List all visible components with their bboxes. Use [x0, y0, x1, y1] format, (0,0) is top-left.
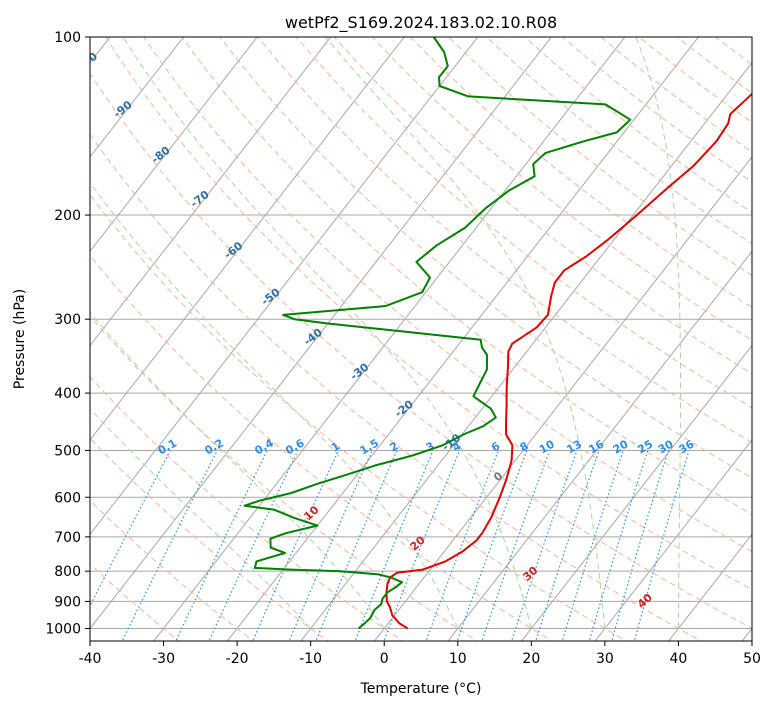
x-tick-label: -20 — [226, 651, 249, 667]
x-tick-label: 20 — [522, 651, 540, 667]
x-tick-label: 10 — [449, 651, 467, 667]
chart-title: wetPf2_S169.2024.183.02.10.R08 — [285, 13, 557, 33]
moist-adiabat-line — [90, 181, 459, 629]
dewpoint-profile-line — [243, 37, 632, 630]
dry-adiabat-line — [90, 133, 702, 641]
plot-frame — [89, 36, 753, 642]
dry-adiabat-line — [90, 437, 329, 641]
moist-adiabat-line — [90, 311, 385, 629]
mixing-ratio-line — [481, 450, 551, 641]
y-tick-label: 600 — [54, 490, 81, 506]
isotherm-line — [90, 37, 185, 158]
x-tick-label: -10 — [299, 651, 322, 667]
mixing-ratio-line — [383, 450, 461, 641]
dry-adiabat-line — [90, 194, 628, 641]
isotherm-line — [594, 439, 752, 641]
x-axis-label: Temperature (°C) — [360, 681, 482, 697]
isotherm-line — [90, 37, 553, 630]
mixing-ratio-line — [175, 450, 268, 641]
isotherm-line — [668, 533, 752, 641]
mixing-ratio-line — [633, 450, 690, 641]
isotherm-line — [90, 37, 332, 347]
dry-adiabat-line — [257, 37, 752, 444]
mixing-ratio-line — [425, 450, 500, 641]
moist-adiabat-line — [635, 37, 681, 629]
isotherm-line — [226, 37, 700, 641]
y-tick-label: 400 — [54, 386, 81, 402]
dry-adiabat-line — [219, 37, 752, 479]
isotherm-line — [373, 156, 752, 641]
y-axis-label: Pressure (hPa) — [12, 289, 28, 389]
isotherm-line — [90, 37, 258, 253]
background-lines — [90, 37, 752, 641]
dry-adiabat-line — [90, 376, 404, 641]
x-tick-label: 0 — [380, 651, 389, 667]
dry-adiabat-line — [90, 563, 180, 641]
isotherm-line — [90, 37, 405, 441]
y-tick-label: 200 — [54, 208, 81, 224]
mixing-ratio-line — [456, 450, 528, 641]
y-tick-label: 800 — [54, 564, 81, 580]
y-tick-label: 700 — [54, 530, 81, 546]
moist-adiabat-line — [324, 37, 606, 629]
x-tick-label: 30 — [596, 651, 614, 667]
isotherm-line — [90, 37, 479, 536]
x-axis: -40 -30 -20 -10 0 10 20 30 40 50 — [79, 641, 761, 667]
x-tick-label: 40 — [670, 651, 688, 667]
dry-adiabat-line — [181, 37, 752, 515]
mixing-ratio-line — [611, 450, 669, 641]
mixing-ratio-line — [535, 450, 600, 641]
y-tick-label: 900 — [54, 594, 81, 610]
dry-adiabat-line — [143, 37, 752, 553]
mixing-ratio-line — [315, 450, 398, 641]
x-tick-label: -40 — [79, 651, 102, 667]
isotherm-label: -100 — [70, 50, 100, 77]
x-tick-label: -30 — [152, 651, 175, 667]
isotherm-line — [153, 37, 626, 641]
mixing-ratio-line — [90, 450, 172, 608]
isotherm-line — [300, 61, 752, 641]
y-axis: 1000 900 800 700 600 500 400 300 200 100 — [45, 30, 90, 638]
y-tick-label: 1000 — [45, 622, 81, 638]
y-tick-label: 500 — [54, 443, 81, 459]
mixing-ratio-line — [561, 450, 624, 641]
dry-adiabat-line — [371, 37, 752, 341]
moist-adiabat-line — [122, 37, 532, 629]
y-tick-label: 300 — [54, 312, 81, 328]
dry-adiabat-line — [409, 37, 752, 309]
x-tick-label: 50 — [743, 651, 761, 667]
mixing-ratio-line — [511, 450, 578, 641]
isotherm-line — [520, 344, 752, 641]
mixing-ratio-line — [208, 450, 299, 641]
mixing-ratio-line — [588, 450, 649, 641]
moist-adiabat-line — [90, 407, 312, 629]
y-tick-label: 100 — [54, 30, 81, 46]
profile-lines — [243, 37, 752, 630]
mixing-ratio-line — [354, 450, 434, 641]
